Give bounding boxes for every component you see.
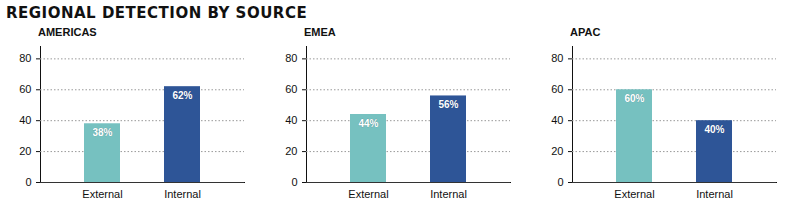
svg-text:44%: 44%	[358, 118, 378, 129]
svg-text:80: 80	[551, 52, 563, 64]
svg-text:80: 80	[19, 52, 31, 64]
svg-text:40: 40	[551, 114, 563, 126]
svg-text:External: External	[82, 188, 122, 200]
svg-text:20: 20	[19, 145, 31, 157]
svg-text:Internal: Internal	[430, 188, 467, 200]
svg-text:56%: 56%	[438, 99, 458, 110]
html-text:APAC: APAC	[570, 26, 601, 38]
svg-text:60: 60	[551, 83, 563, 95]
svg-text:Internal: Internal	[164, 188, 201, 200]
svg-text:60: 60	[19, 83, 31, 95]
svg-text:60%: 60%	[624, 93, 644, 104]
svg-text:60: 60	[285, 83, 297, 95]
svg-text:40: 40	[285, 114, 297, 126]
svg-text:40%: 40%	[704, 124, 724, 135]
svg-text:External: External	[614, 188, 654, 200]
html-text:REGIONAL DETECTION BY SOURCE: REGIONAL DETECTION BY SOURCE	[6, 4, 308, 22]
svg-text:40: 40	[19, 114, 31, 126]
svg-text:0: 0	[291, 176, 297, 188]
svg-text:20: 20	[551, 145, 563, 157]
svg-text:20: 20	[285, 145, 297, 157]
svg-text:38%: 38%	[92, 127, 112, 138]
html-text:EMEA: EMEA	[304, 26, 336, 38]
html-text:AMERICAS: AMERICAS	[38, 26, 97, 38]
svg-text:80: 80	[285, 52, 297, 64]
svg-text:External: External	[348, 188, 388, 200]
svg-text:Internal: Internal	[696, 188, 733, 200]
svg-text:0: 0	[557, 176, 563, 188]
svg-text:62%: 62%	[172, 90, 192, 101]
svg-text:0: 0	[25, 176, 31, 188]
